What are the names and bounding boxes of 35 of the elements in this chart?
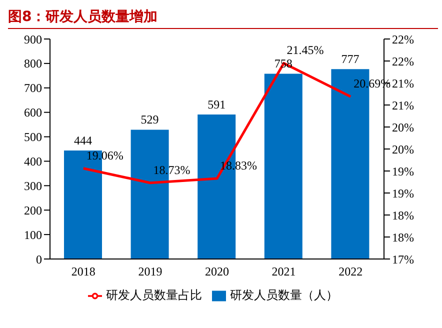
y-tick-label: 200	[24, 203, 42, 218]
y-tick-label: 800	[24, 56, 42, 71]
y2-tick-label: 21%	[392, 76, 414, 90]
data-label: 21.45%	[286, 43, 324, 58]
y2-tick-label: 17%	[392, 252, 414, 266]
y2-tick-label: 20%	[392, 142, 414, 156]
y2-tick-label: 21%	[392, 98, 414, 112]
y-tick-label: 400	[24, 154, 42, 168]
data-label: 529	[140, 112, 159, 127]
y2-tick-label: 18%	[392, 208, 414, 222]
legend-label: 研发人员数量（人）	[230, 288, 338, 302]
y-tick-label: 300	[24, 178, 42, 193]
y2-tick-label: 22%	[392, 54, 414, 68]
y-tick-label: 100	[24, 228, 42, 242]
data-label: 777	[341, 52, 360, 66]
x-tick-label: 2020	[205, 264, 229, 279]
bar	[264, 74, 302, 259]
chart-title: 图8：研发人员数量增加	[8, 8, 438, 29]
y-tick-label: 600	[24, 106, 42, 120]
x-tick-label: 2022	[338, 264, 363, 279]
x-tick-label: 2019	[138, 264, 162, 279]
legend-label: 研发人员数量占比	[106, 288, 202, 302]
y-tick-label: 700	[24, 81, 42, 96]
y-tick-label: 900	[24, 32, 42, 46]
data-label: 591	[208, 98, 226, 112]
data-label: 444	[74, 133, 92, 148]
y2-tick-label: 20%	[392, 120, 414, 134]
y2-tick-label: 22%	[392, 32, 414, 46]
y-tick-label: 500	[24, 130, 42, 144]
x-tick-label: 2021	[272, 264, 296, 279]
y2-tick-label: 19%	[392, 164, 414, 178]
y2-tick-label: 18%	[392, 230, 414, 244]
y-tick-label: 0	[36, 252, 42, 266]
y2-tick-label: 19%	[392, 186, 414, 200]
x-tick-label: 2018	[71, 264, 96, 279]
